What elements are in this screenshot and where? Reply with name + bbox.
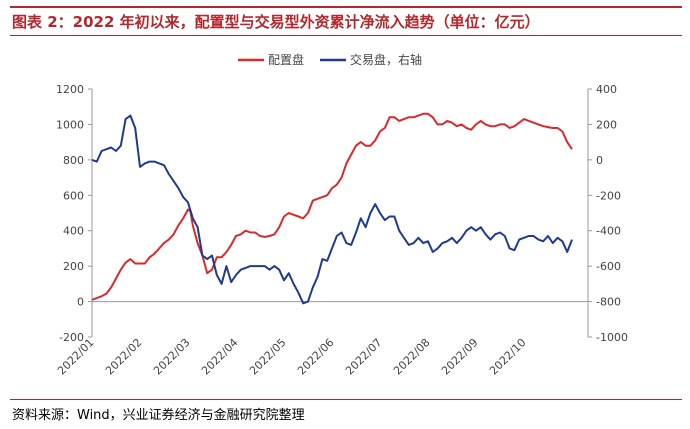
right-tick-label: -800: [596, 296, 621, 309]
right-tick-label: -1000: [596, 331, 628, 344]
right-tick-label: -600: [596, 260, 621, 273]
title-rule: [10, 35, 682, 36]
chart-legend: 配置盘 交易盘，右轴: [238, 52, 422, 67]
series-line-config: [91, 112, 573, 301]
right-tick-label: 400: [596, 83, 617, 96]
figure-title: 图表 2：2022 年初以来，配置型与交易型外资累计净流入趋势（单位：亿元）: [12, 13, 540, 31]
left-tick-label: 1200: [56, 83, 84, 96]
x-tick-label: 2022/02: [103, 336, 145, 378]
right-tick-label: -200: [596, 189, 621, 202]
legend-label: 交易盘，右轴: [350, 52, 422, 67]
chart-area: -200 0 200 400 600 800 1000 1200 -1000 -800 -600 -4…: [55, 52, 628, 377]
left-tick-label: -200: [59, 331, 84, 344]
x-tick-label: 2022/05: [247, 336, 289, 378]
x-tick-label: 2022/03: [151, 336, 193, 378]
left-tick-label: 200: [63, 260, 84, 273]
right-tick-label: 200: [596, 118, 617, 131]
bottom-rule: [10, 399, 682, 400]
chart-axes: -200 0 200 400 600 800 1000 1200 -1000 -800 -600 -4…: [55, 83, 628, 377]
x-tick-label: 2022/04: [199, 336, 241, 378]
left-tick-label: 600: [63, 189, 84, 202]
x-tick-label: 2022/10: [487, 336, 529, 378]
x-tick-label: 2022/07: [343, 336, 385, 378]
left-tick-label: 800: [63, 154, 84, 167]
left-tick-label: 0: [77, 296, 84, 309]
top-rule: [10, 6, 682, 8]
series-line-trade: [91, 114, 573, 305]
left-tick-label: 1000: [56, 118, 84, 131]
source-note: 资料来源：Wind，兴业证券经济与金融研究院整理: [12, 408, 305, 423]
x-tick-label: 2022/09: [439, 336, 481, 378]
right-tick-label: 0: [596, 154, 603, 167]
left-tick-label: 400: [63, 225, 84, 238]
chart-series: [91, 112, 573, 305]
x-tick-label: 2022/08: [391, 336, 433, 378]
x-tick-label: 2022/06: [295, 336, 337, 378]
right-tick-label: -400: [596, 225, 621, 238]
legend-label: 配置盘: [268, 52, 304, 67]
